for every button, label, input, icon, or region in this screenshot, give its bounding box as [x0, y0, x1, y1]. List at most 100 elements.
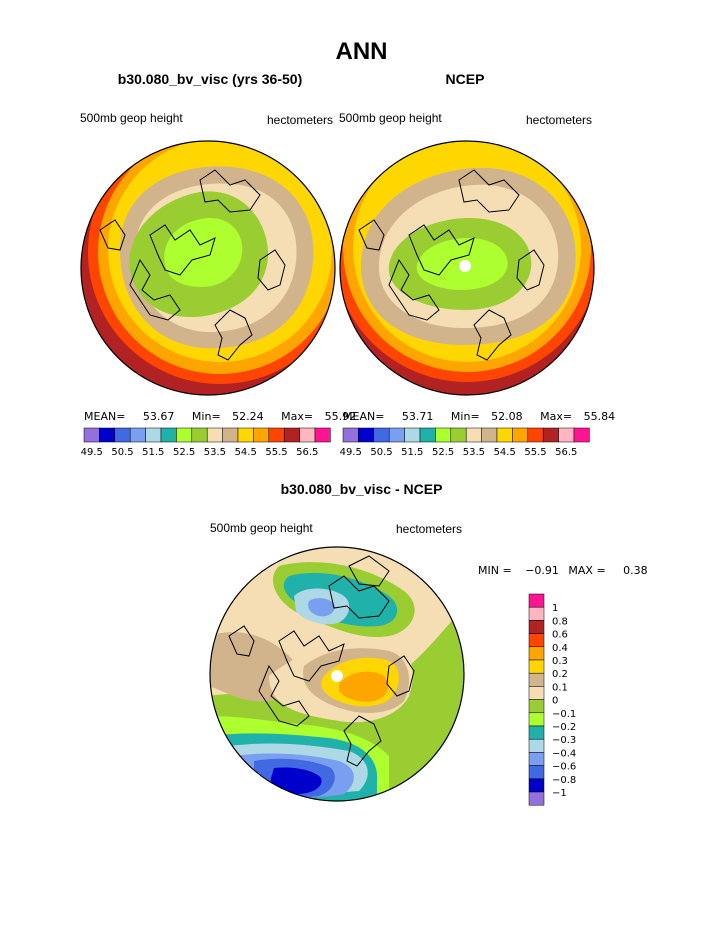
left-colorbar-cell — [83, 427, 100, 443]
right-colorbar-cell — [388, 427, 405, 443]
diff-colorbar-tick-label: 0.4 — [552, 643, 568, 654]
left-colorbar-tick-label: 56.5 — [296, 447, 318, 458]
diff-colorbar-cell — [528, 712, 545, 727]
left-mean-value: 53.67 — [142, 410, 175, 423]
diff-colorbar-cell — [528, 646, 545, 661]
diff-colorbar-cell — [528, 778, 545, 793]
right-units-label: hectometers — [526, 113, 593, 127]
right-colorbar-cell — [419, 427, 436, 443]
right-colorbar: 49.5 50.5 51.5 52.5 53.5 54.5 55.5 56.5 — [340, 427, 590, 458]
right-min-value: 52.08 — [491, 410, 523, 423]
diff-colorbar-tick-label: −0.3 — [552, 735, 576, 746]
diff-colorbar-tick-label: −0.2 — [552, 722, 576, 733]
diff-colorbar-cell — [528, 686, 545, 700]
left-variable-label: 500mb geop height — [80, 111, 183, 125]
diff-colorbar-cell — [528, 699, 545, 714]
right-colorbar-cell — [373, 427, 390, 443]
right-colorbar-cell — [465, 427, 482, 443]
diff-colorbar-tick-label: 0.6 — [552, 630, 568, 641]
right-colorbar-cell — [342, 427, 359, 443]
right-colorbar-cell — [496, 427, 513, 443]
right-colorbar-tick-label: 50.5 — [370, 447, 392, 458]
diff-min-label: MIN = — [478, 564, 512, 577]
left-min-value: 52.24 — [232, 410, 264, 423]
right-min-label: Min= — [450, 410, 480, 423]
left-colorbar-cell — [283, 427, 300, 443]
diff-colorbar-tick-label: 0.1 — [552, 682, 568, 693]
diff-colorbar-tick-label: −0.1 — [552, 709, 576, 720]
left-colorbar-cell — [222, 427, 239, 443]
diff-polar-map — [209, 546, 465, 802]
diff-colorbar-tick-label: 0.2 — [552, 669, 568, 680]
right-colorbar-tick-label: 54.5 — [494, 447, 516, 458]
right-max-label: Max= — [540, 410, 573, 423]
right-colorbar-tick-label: 49.5 — [340, 447, 362, 458]
right-case-title: NCEP — [445, 71, 485, 87]
diff-colorbar-cell — [528, 672, 545, 687]
diff-colorbar-cell — [528, 659, 545, 674]
left-colorbar-cell — [253, 427, 270, 443]
diff-colorbar-cell — [528, 738, 545, 753]
left-colorbar-tick-label: 55.5 — [265, 447, 287, 458]
left-colorbar-tick-label: 53.5 — [204, 447, 226, 458]
diff-colorbar-cell — [528, 606, 545, 621]
diff-colorbar-cell — [528, 620, 545, 634]
left-colorbar-cell — [176, 427, 193, 443]
diff-colorbar-tick-label: 1 — [552, 603, 558, 614]
right-colorbar-tick-label: 51.5 — [401, 447, 423, 458]
right-colorbar-tick-label: 55.5 — [524, 447, 546, 458]
left-mean-label: MEAN= — [84, 410, 126, 423]
left-polar-map — [80, 140, 336, 396]
right-polar-map — [339, 140, 595, 396]
right-colorbar-cell — [573, 427, 590, 443]
right-colorbar-tick-label: 53.5 — [463, 447, 485, 458]
right-colorbar-tick-label: 52.5 — [432, 447, 454, 458]
left-max-label: Max= — [281, 410, 314, 423]
diff-colorbar-tick-label: −0.4 — [552, 748, 576, 759]
right-colorbar-cell — [512, 427, 529, 443]
diff-colorbar-tick-label: 0 — [552, 696, 558, 707]
right-mean-label: MEAN= — [343, 410, 385, 423]
left-colorbar-cell — [268, 427, 285, 443]
diff-colorbar-tick-label: 0.3 — [552, 656, 568, 667]
left-colorbar-cell — [160, 427, 177, 443]
right-colorbar-cell — [404, 427, 421, 443]
diff-title: b30.080_bv_visc - NCEP — [280, 481, 443, 497]
diff-colorbar-cell — [528, 765, 545, 780]
figure-title: ANN — [335, 38, 388, 65]
left-colorbar-tick-label: 54.5 — [235, 447, 257, 458]
diff-variable-label: 500mb geop height — [210, 521, 313, 535]
right-colorbar-cell — [481, 427, 498, 443]
left-colorbar-tick-label: 50.5 — [111, 447, 133, 458]
diff-colorbar: 1 0.8 0.6 0.4 0.3 0.2 0.1 0 −0.1 −0.2 −0.3 −0.4 −0.6… — [528, 593, 576, 806]
diff-colorbar-cell — [528, 752, 545, 766]
diff-max-label: MAX = — [568, 564, 606, 577]
diff-stats: MIN = −0.91 MAX = 0.38 — [478, 564, 648, 577]
right-max-value: 55.84 — [583, 410, 616, 423]
left-case-title: b30.080_bv_visc (yrs 36-50) — [117, 71, 303, 87]
right-mean-value: 53.71 — [401, 410, 434, 423]
right-colorbar-tick-label: 56.5 — [555, 447, 577, 458]
left-colorbar-cell — [145, 427, 162, 443]
diff-colorbar-cell — [528, 633, 545, 648]
right-variable-label: 500mb geop height — [339, 111, 442, 125]
left-colorbar-cell — [129, 427, 146, 443]
left-colorbar-cell — [191, 427, 208, 443]
diff-colorbar-cell — [528, 791, 545, 806]
left-min-label: Min= — [191, 410, 221, 423]
right-colorbar-cell — [435, 427, 452, 443]
diff-colorbar-tick-label: −1 — [552, 788, 567, 799]
left-units-label: hectometers — [267, 113, 334, 127]
right-colorbar-cell — [558, 427, 575, 443]
right-colorbar-cell — [527, 427, 544, 443]
left-max-value: 55.92 — [324, 410, 357, 423]
diff-colorbar-tick-label: −0.8 — [552, 775, 576, 786]
diff-colorbar-cell — [528, 593, 545, 608]
diff-min-value: −0.91 — [525, 564, 559, 577]
diff-colorbar-cell — [528, 725, 545, 740]
right-colorbar-cell — [542, 427, 559, 443]
left-colorbar: 49.5 50.5 51.5 52.5 53.5 54.5 55.5 56.5 — [81, 427, 331, 458]
left-colorbar-cell — [299, 427, 316, 443]
left-colorbar-cell — [314, 427, 331, 443]
left-colorbar-tick-label: 51.5 — [142, 447, 164, 458]
